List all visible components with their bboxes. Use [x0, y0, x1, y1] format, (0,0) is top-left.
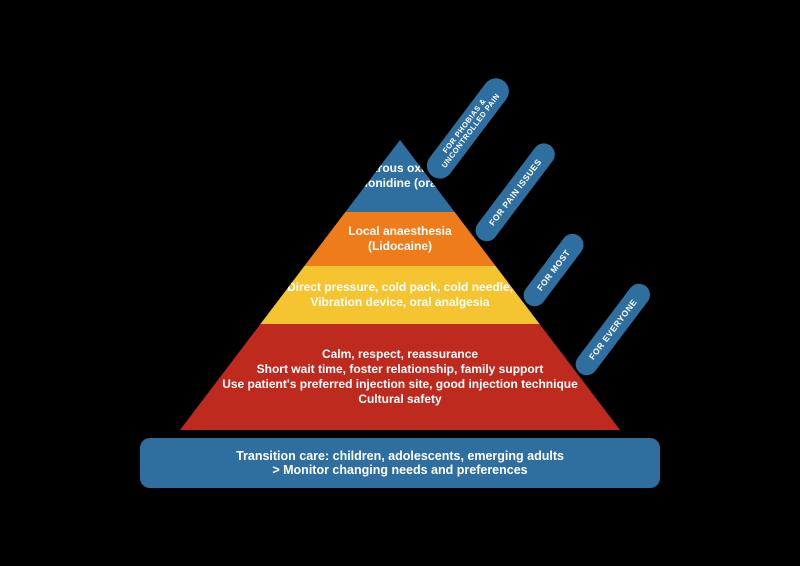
diagram-canvas: Nitrous oxideClonidine (oral)Local anaes… — [0, 0, 800, 566]
layer-text: Direct pressure, cold pack, cold needle, — [287, 280, 513, 295]
layer-text: Cultural safety — [358, 392, 441, 407]
layer-text: Short wait time, foster relationship, fa… — [257, 362, 544, 377]
layer-text: Vibration device, oral analgesia — [310, 295, 489, 310]
layer-text: Use patient's preferred injection site, … — [222, 377, 578, 392]
layer-text: Clonidine (oral) — [356, 176, 444, 191]
layer-text: (Lidocaine) — [368, 239, 432, 254]
pyramid-layer-base-pyr: Calm, respect, reassuranceShort wait tim… — [180, 324, 620, 430]
base-bar-text: Transition care: children, adolescents, … — [236, 449, 564, 463]
layer-text: Local anaesthesia — [348, 224, 451, 239]
base-bar-text: > Monitor changing needs and preferences — [272, 463, 527, 477]
base-bar: Transition care: children, adolescents, … — [140, 438, 660, 488]
layer-text: Calm, respect, reassurance — [322, 347, 478, 362]
